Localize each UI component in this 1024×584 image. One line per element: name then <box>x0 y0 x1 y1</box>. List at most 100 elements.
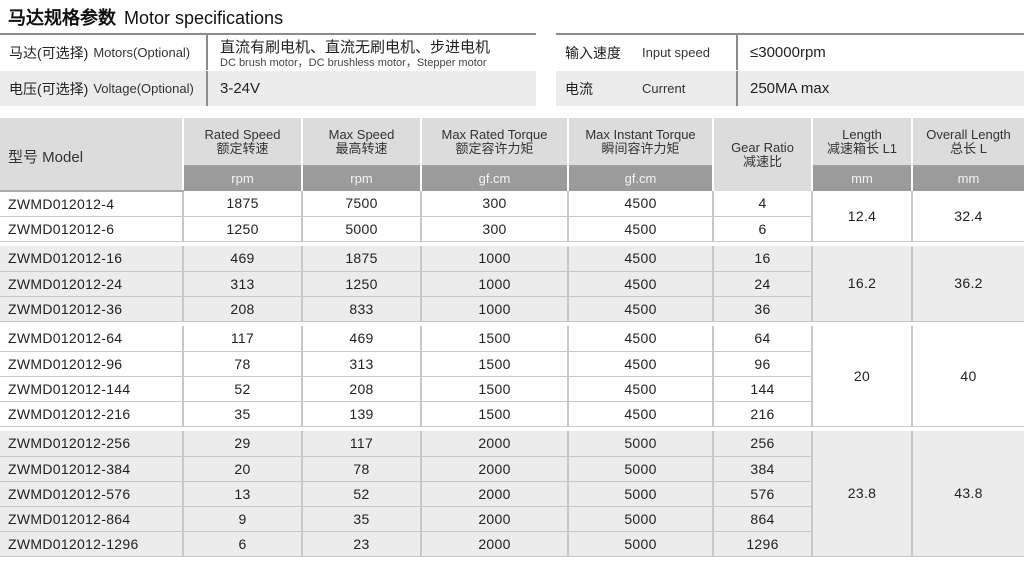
value-cell: 144 <box>712 376 812 402</box>
value-cell: 5000 <box>567 506 713 532</box>
spec-label: 电流 <box>565 80 593 97</box>
value-cell: 469 <box>301 326 421 352</box>
spec-label-en: Voltage(Optional) <box>93 81 194 96</box>
table-row: ZWMD012012-144 52 208 1500 4500 144 <box>0 376 1024 402</box>
value-cell: 208 <box>182 296 302 322</box>
value-cell: 2000 <box>420 431 568 457</box>
value-cell: 1250 <box>182 216 302 242</box>
value-cell: 78 <box>301 456 421 482</box>
header-cn: 额定转速 <box>216 140 269 156</box>
value-cell: 1296 <box>712 531 812 557</box>
unit-header: mm <box>911 165 1024 191</box>
value-cell: 4500 <box>567 216 713 242</box>
value-cell: 52 <box>182 376 302 402</box>
model-cell: ZWMD012012-864 <box>0 506 183 532</box>
header-en: Rated Speed <box>204 126 281 142</box>
header-en: Max Rated Torque <box>441 126 548 142</box>
spec-value-en: DC brush motor，DC brushless motor，Steppe… <box>220 57 487 69</box>
spec-value: 3-24V <box>220 80 261 97</box>
value-cell: 256 <box>712 431 812 457</box>
unit-header: gf.cm <box>567 165 713 191</box>
value-cell: 216 <box>712 401 812 427</box>
value-cell: 7500 <box>301 191 421 217</box>
value-cell: 4500 <box>567 191 713 217</box>
table-row: ZWMD012012-16 469 1875 1000 4500 16 16.2 36.2 <box>0 246 1024 322</box>
spec-label: 马达(可选择) <box>9 44 89 61</box>
model-cell: ZWMD012012-16 <box>0 246 183 272</box>
value-cell: 2000 <box>420 456 568 482</box>
table-row: ZWMD012012-384 20 78 2000 5000 384 <box>0 456 1024 482</box>
column-header: Gear Ratio 减速比 <box>712 118 812 191</box>
header-en: Length <box>842 126 882 142</box>
value-cell: 4 <box>712 191 812 217</box>
value-cell: 300 <box>420 216 568 242</box>
value-cell: 300 <box>420 191 568 217</box>
spec-label-en: Current <box>642 81 686 96</box>
spec-box-left: 马达(可选择) Motors(Optional) 直流有刷电机、直流无刷电机、步进… <box>0 33 536 107</box>
value-cell: 469 <box>182 246 302 272</box>
header-cn: 总长 L <box>950 140 987 156</box>
model-header: 型号 Model <box>0 118 183 192</box>
title-en: Motor specifications <box>124 8 284 28</box>
value-cell: 16 <box>712 246 812 272</box>
header-en: Max Speed <box>328 126 395 142</box>
value-cell: 139 <box>301 401 421 427</box>
value-cell: 35 <box>301 506 421 532</box>
value-cell: 4500 <box>567 326 713 352</box>
model-cell: ZWMD012012-144 <box>0 376 183 402</box>
table-row: ZWMD012012-36 208 833 1000 4500 36 <box>0 296 1024 322</box>
value-cell: 78 <box>182 351 302 377</box>
value-cell: 35 <box>182 401 302 427</box>
model-cell: ZWMD012012-96 <box>0 351 183 377</box>
value-cell: 1250 <box>301 271 421 297</box>
value-cell: 313 <box>182 271 302 297</box>
model-cell: ZWMD012012-576 <box>0 481 183 507</box>
table-row: ZWMD012012-216 35 139 1500 4500 216 <box>0 401 1024 427</box>
overall-length-cell: 40 <box>911 326 1024 427</box>
value-cell: 1875 <box>182 191 302 217</box>
value-cell: 4500 <box>567 376 713 402</box>
value-cell: 1500 <box>420 351 568 377</box>
spec-row-motors: 马达(可选择) Motors(Optional) 直流有刷电机、直流无刷电机、步进… <box>0 35 536 71</box>
model-cell: ZWMD012012-24 <box>0 271 183 297</box>
value-cell: 5000 <box>301 216 421 242</box>
value-cell: 833 <box>301 296 421 322</box>
value-cell: 5000 <box>567 431 713 457</box>
table-row: ZWMD012012-256 29 117 2000 5000 256 23.8 43.8 <box>0 431 1024 557</box>
value-cell: 24 <box>712 271 812 297</box>
spec-value: 直流有刷电机、直流无刷电机、步进电机 <box>220 39 491 56</box>
page-title: 马达规格参数 Motor specifications <box>8 4 283 30</box>
value-cell: 576 <box>712 481 812 507</box>
header-cn: 减速比 <box>742 153 782 169</box>
column-header: Max Instant Torque 瞬间容许力矩 <box>567 118 713 166</box>
value-cell: 5000 <box>567 456 713 482</box>
model-cell: ZWMD012012-216 <box>0 401 183 427</box>
value-cell: 6 <box>712 216 812 242</box>
value-cell: 1500 <box>420 326 568 352</box>
model-cell: ZWMD012012-384 <box>0 456 183 482</box>
value-cell: 96 <box>712 351 812 377</box>
length-l1-cell: 20 <box>811 326 912 427</box>
spec-value: 250MA max <box>750 80 830 97</box>
header-cn: 最高转速 <box>335 140 388 156</box>
spec-label-en: Motors(Optional) <box>93 45 191 60</box>
value-cell: 6 <box>182 531 302 557</box>
spec-label: 输入速度 <box>565 44 621 61</box>
value-cell: 20 <box>182 456 302 482</box>
model-cell: ZWMD012012-4 <box>0 191 183 217</box>
header-cn: 额定容许力矩 <box>455 140 534 156</box>
model-cell: ZWMD012012-36 <box>0 296 183 322</box>
value-cell: 117 <box>182 326 302 352</box>
column-header: Max Speed 最高转速 <box>301 118 421 166</box>
value-cell: 64 <box>712 326 812 352</box>
column-header: Max Rated Torque 额定容许力矩 <box>420 118 568 166</box>
value-cell: 864 <box>712 506 812 532</box>
table-row: ZWMD012012-4 1875 7500 300 4500 4 12.4 32.4 <box>0 191 1024 242</box>
table-row: ZWMD012012-6 1250 5000 300 4500 6 <box>0 216 1024 242</box>
value-cell: 5000 <box>567 531 713 557</box>
value-cell: 5000 <box>567 481 713 507</box>
value-cell: 36 <box>712 296 812 322</box>
table-row: ZWMD012012-576 13 52 2000 5000 576 <box>0 481 1024 507</box>
unit-header: rpm <box>182 165 302 191</box>
model-table: 型号 Model Rated Speed 额定转速 Max Speed 最高转速 Max … <box>0 118 1024 557</box>
